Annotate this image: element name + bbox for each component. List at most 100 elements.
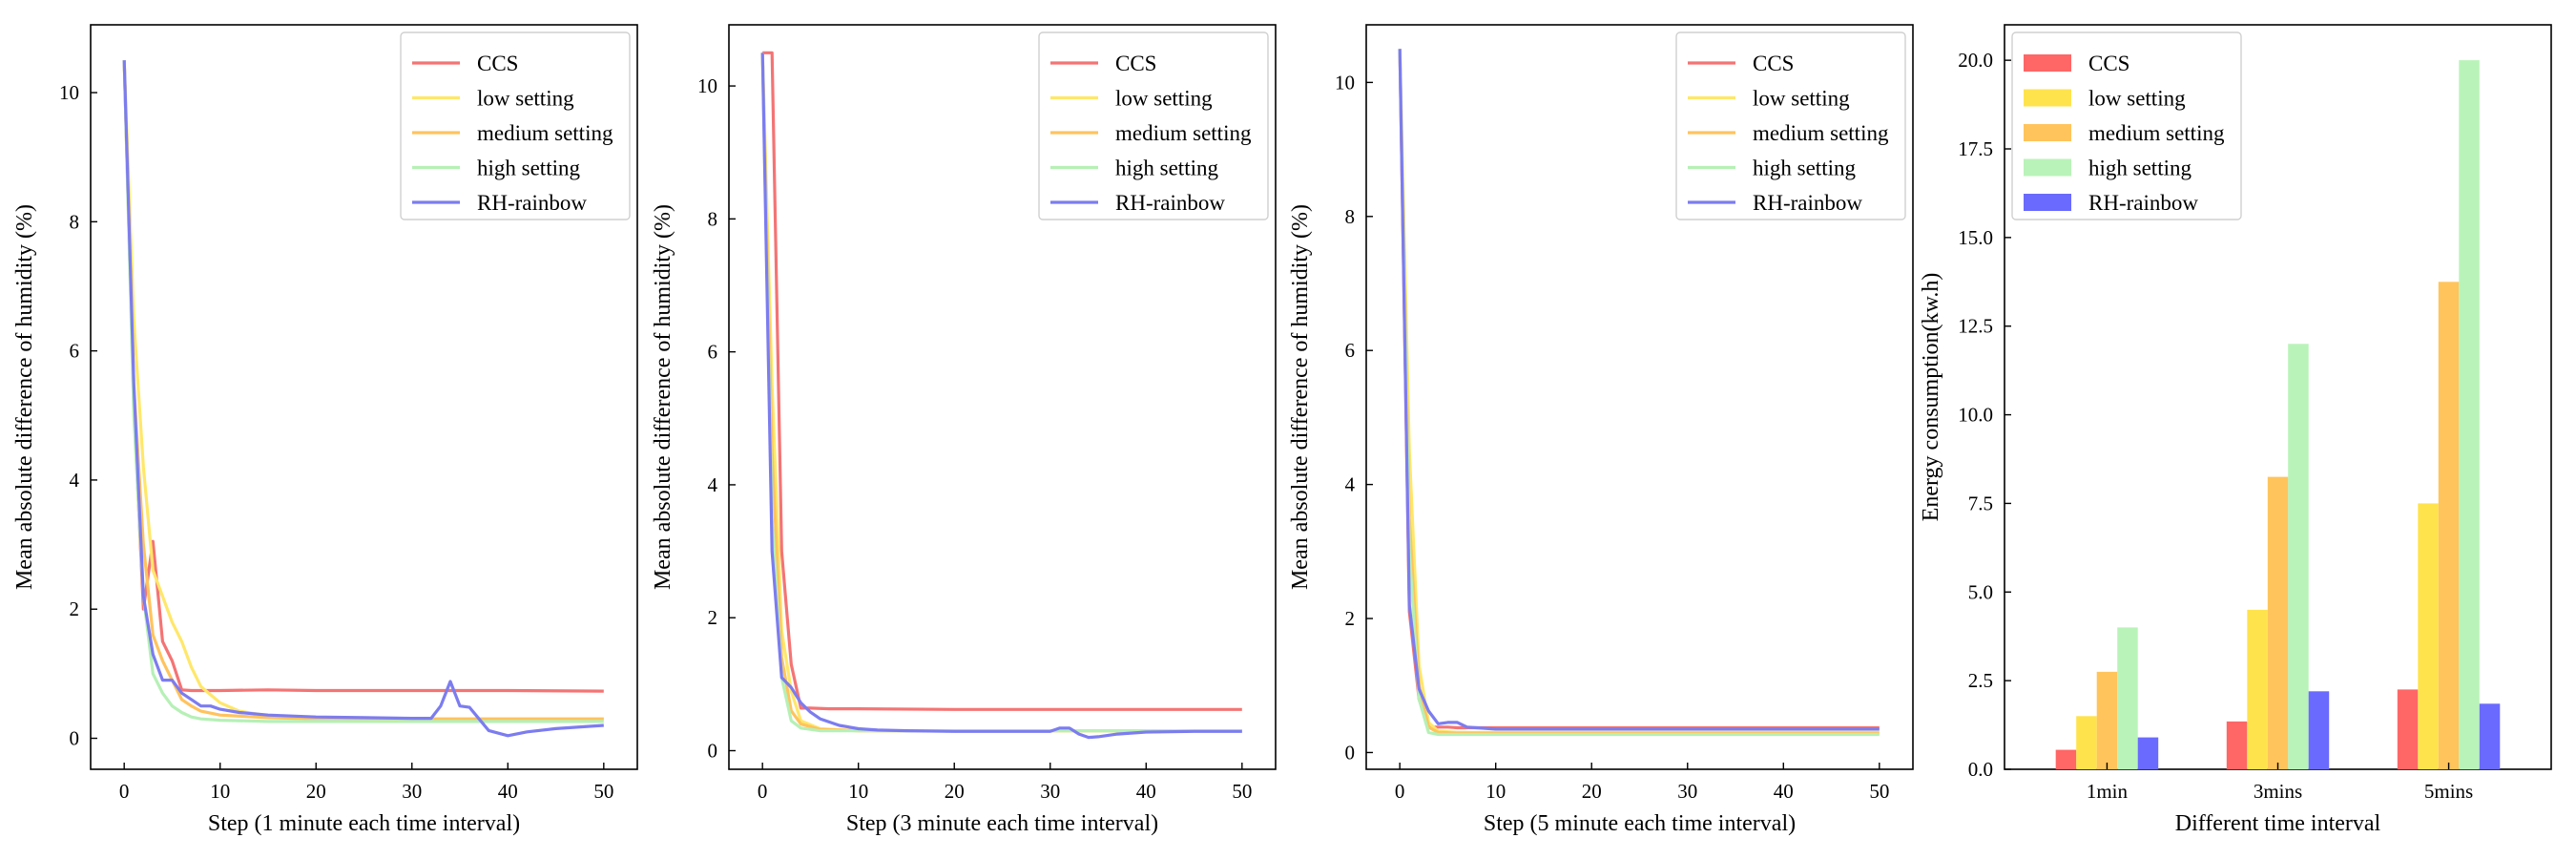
panel4-bar-rh-rainbow-3mins bbox=[2308, 691, 2330, 769]
panel4-legend-swatch-high-setting bbox=[2024, 158, 2071, 177]
panel4-legend-swatch-rh-rainbow bbox=[2024, 194, 2071, 211]
panel1-legend-label-rh-rainbow: RH-rainbow bbox=[477, 191, 587, 215]
panel2-legend-label-rh-rainbow: RH-rainbow bbox=[1115, 191, 1225, 215]
panel1-y-tick-label-2: 2 bbox=[70, 597, 80, 620]
panel-energy-consumption: 1min 3mins 5mins 0.0 2.5 5.0 7.5 10.0 12.5 15.0 17… bbox=[1919, 24, 2552, 836]
panel3-y-axis-label: Mean absolute difference of humidity (%) bbox=[1288, 204, 1313, 590]
panel4-y-tick-label-6: 15.0 bbox=[1958, 226, 1993, 249]
panel4-x-tick-label-3mins: 3mins bbox=[2254, 780, 2302, 803]
panel1-y-tick-label-0: 0 bbox=[70, 727, 80, 750]
panel1-legend-label-high-setting: high setting bbox=[477, 157, 580, 180]
panel3-y-tick-label-4: 4 bbox=[1345, 473, 1356, 496]
panel4-legend-label-low-setting: low setting bbox=[2088, 87, 2186, 111]
panel4-legend-label-high-setting: high setting bbox=[2088, 157, 2192, 180]
panel2-legend-label-medium-setting: medium setting bbox=[1115, 121, 1252, 145]
panel3-x-tick-label-30: 30 bbox=[1677, 780, 1697, 803]
panel1-axes-frame bbox=[90, 24, 638, 770]
panel3-legend bbox=[1675, 31, 1906, 220]
panel4-legend-label-ccs: CCS bbox=[2088, 52, 2129, 75]
panel2-series-rh-rainbow bbox=[760, 52, 1242, 740]
panel3-x-tick-label-10: 10 bbox=[1485, 780, 1506, 803]
panel1-series-rh-rainbow bbox=[122, 60, 604, 738]
panel4-bar-medium-setting-5mins bbox=[2438, 282, 2460, 769]
panel4-bar-ccs-3mins bbox=[2226, 721, 2248, 769]
panel2-y-axis-label: Mean absolute difference of humidity (%) bbox=[651, 204, 675, 590]
panel1-x-tick-label-20: 20 bbox=[306, 780, 326, 803]
panel3-x-axis-label: Step (5 minute each time interval) bbox=[1484, 811, 1796, 836]
panel2-x-tick-label-0: 0 bbox=[758, 780, 768, 803]
panel2-y-tick-label-6: 6 bbox=[708, 341, 718, 364]
panel-5-minute-interval: 0 10 20 30 40 50 0 2 4 6 8 10 Step (5 minute each ti… bbox=[1288, 24, 1914, 836]
panel2-axes-frame bbox=[728, 24, 1277, 770]
panel1-x-tick-label-0: 0 bbox=[119, 780, 130, 803]
panel3-legend-label-high-setting: high setting bbox=[1753, 157, 1856, 180]
panel4-bar-medium-setting-3mins bbox=[2267, 476, 2289, 769]
panel4-x-axis-label: Different time interval bbox=[2175, 811, 2381, 836]
panel4-bar-low-setting-5mins bbox=[2418, 503, 2439, 769]
panel4-y-tick-label-0: 0.0 bbox=[1968, 758, 1993, 781]
panel1-x-tick-label-10: 10 bbox=[210, 780, 230, 803]
panel4-bar-low-setting-3mins bbox=[2247, 609, 2268, 769]
panel4-y-axis-label: Energy consumption(kw.h) bbox=[1919, 273, 1943, 522]
panel2-x-tick-label-40: 40 bbox=[1136, 780, 1156, 803]
panel4-legend-label-medium-setting: medium setting bbox=[2088, 121, 2225, 145]
panel3-x-tick-label-40: 40 bbox=[1774, 780, 1794, 803]
panel4-y-tick-label-1: 2.5 bbox=[1968, 669, 1993, 692]
panel3-series-rh-rainbow bbox=[1398, 49, 1880, 731]
panel4-legend-swatch-ccs bbox=[2024, 54, 2071, 72]
panel4-bar-ccs-1min bbox=[2055, 749, 2077, 769]
panel2-legend-label-low-setting: low setting bbox=[1115, 87, 1213, 111]
panel1-x-tick-label-30: 30 bbox=[402, 780, 422, 803]
panel4-bar-low-setting-1min bbox=[2076, 716, 2097, 769]
panel3-x-tick-label-20: 20 bbox=[1582, 780, 1602, 803]
panel2-legend-label-ccs: CCS bbox=[1115, 52, 1156, 75]
panel1-y-tick-label-4: 4 bbox=[70, 469, 80, 492]
panel2-x-tick-label-10: 10 bbox=[848, 780, 868, 803]
panel2-y-tick-label-4: 4 bbox=[708, 473, 718, 496]
panel2-y-tick-label-10: 10 bbox=[697, 74, 717, 97]
panel2-y-tick-label-0: 0 bbox=[708, 740, 718, 763]
panel4-y-tick-label-4: 10.0 bbox=[1958, 404, 1993, 427]
panel2-y-tick-label-2: 2 bbox=[708, 606, 718, 629]
panel1-x-tick-label-40: 40 bbox=[498, 780, 518, 803]
panel3-y-tick-label-0: 0 bbox=[1345, 741, 1356, 764]
panel4-bar-medium-setting-1min bbox=[2096, 671, 2118, 769]
panel2-x-tick-label-30: 30 bbox=[1040, 780, 1060, 803]
panel1-legend-label-medium-setting: medium setting bbox=[477, 121, 613, 145]
panel4-legend-swatch-low-setting bbox=[2024, 89, 2071, 107]
panel3-y-tick-label-6: 6 bbox=[1345, 339, 1356, 362]
panel3-legend-label-rh-rainbow: RH-rainbow bbox=[1753, 191, 1862, 215]
panel1-y-tick-label-6: 6 bbox=[70, 340, 80, 363]
panel4-bar-high-setting-3mins bbox=[2288, 344, 2309, 769]
panel1-x-axis-label: Step (1 minute each time interval) bbox=[208, 811, 520, 836]
panel3-x-tick-label-50: 50 bbox=[1869, 780, 1889, 803]
panel4-y-tick-label-2: 5.0 bbox=[1968, 580, 1993, 603]
panel4-legend-swatch-medium-setting bbox=[2024, 124, 2071, 141]
panel1-legend-label-ccs: CCS bbox=[477, 52, 518, 75]
panel3-legend-label-ccs: CCS bbox=[1753, 52, 1794, 75]
panel1-legend-label-low-setting: low setting bbox=[477, 87, 574, 111]
panel1-y-tick-label-8: 8 bbox=[70, 210, 80, 233]
panel4-bar-high-setting-1min bbox=[2117, 627, 2138, 769]
panel2-legend-label-high-setting: high setting bbox=[1115, 157, 1218, 180]
panel2-series-ccs bbox=[762, 51, 1242, 711]
panel2-legend bbox=[1038, 31, 1269, 220]
panel2-y-tick-label-8: 8 bbox=[708, 207, 718, 230]
panel3-legend-label-medium-setting: medium setting bbox=[1753, 121, 1889, 145]
panel1-legend bbox=[400, 31, 631, 220]
panel4-y-tick-label-8: 20.0 bbox=[1958, 49, 1993, 72]
panel4-bar-rh-rainbow-5mins bbox=[2479, 703, 2501, 769]
panel3-legend-label-low-setting: low setting bbox=[1753, 87, 1850, 111]
panel4-x-tick-label-1min: 1min bbox=[2087, 780, 2129, 803]
panel4-bar-rh-rainbow-1min bbox=[2137, 737, 2159, 769]
panel4-bar-ccs-5mins bbox=[2397, 689, 2419, 769]
panel1-x-tick-label-50: 50 bbox=[593, 780, 613, 803]
panel3-x-tick-label-0: 0 bbox=[1395, 780, 1405, 803]
panel4-bar-high-setting-5mins bbox=[2459, 60, 2480, 770]
panel2-x-axis-label: Step (3 minute each time interval) bbox=[846, 811, 1158, 836]
panel4-y-tick-label-3: 7.5 bbox=[1968, 492, 1993, 514]
panel4-y-tick-label-5: 12.5 bbox=[1958, 315, 1993, 338]
panel3-y-tick-label-8: 8 bbox=[1345, 205, 1356, 228]
panel3-axes-frame bbox=[1365, 24, 1914, 770]
